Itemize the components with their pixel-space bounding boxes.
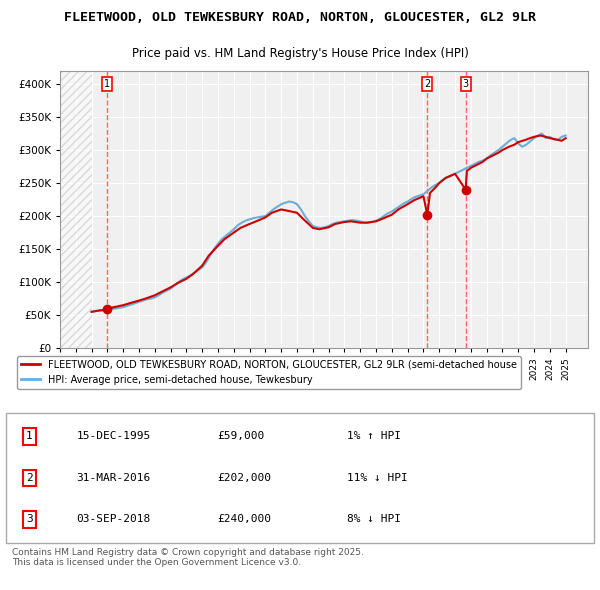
Text: 11% ↓ HPI: 11% ↓ HPI [347, 473, 408, 483]
Text: 2: 2 [424, 79, 430, 89]
Bar [60, 71, 92, 348]
Text: 31-MAR-2016: 31-MAR-2016 [77, 473, 151, 483]
Text: 1% ↑ HPI: 1% ↑ HPI [347, 431, 401, 441]
Text: FLEETWOOD, OLD TEWKESBURY ROAD, NORTON, GLOUCESTER, GL2 9LR: FLEETWOOD, OLD TEWKESBURY ROAD, NORTON, … [64, 11, 536, 24]
Text: 3: 3 [463, 79, 469, 89]
Text: 03-SEP-2018: 03-SEP-2018 [77, 514, 151, 525]
Text: 15-DEC-1995: 15-DEC-1995 [77, 431, 151, 441]
Text: Contains HM Land Registry data © Crown copyright and database right 2025.
This d: Contains HM Land Registry data © Crown c… [12, 548, 364, 567]
Text: £59,000: £59,000 [218, 431, 265, 441]
Text: £240,000: £240,000 [218, 514, 272, 525]
Text: 8% ↓ HPI: 8% ↓ HPI [347, 514, 401, 525]
Text: Price paid vs. HM Land Registry's House Price Index (HPI): Price paid vs. HM Land Registry's House … [131, 47, 469, 60]
Text: 1: 1 [26, 431, 33, 441]
Text: £202,000: £202,000 [218, 473, 272, 483]
Text: 1: 1 [104, 79, 110, 89]
Text: 3: 3 [26, 514, 33, 525]
Text: 2: 2 [26, 473, 33, 483]
Legend: FLEETWOOD, OLD TEWKESBURY ROAD, NORTON, GLOUCESTER, GL2 9LR (semi-detached house: FLEETWOOD, OLD TEWKESBURY ROAD, NORTON, … [17, 356, 521, 389]
